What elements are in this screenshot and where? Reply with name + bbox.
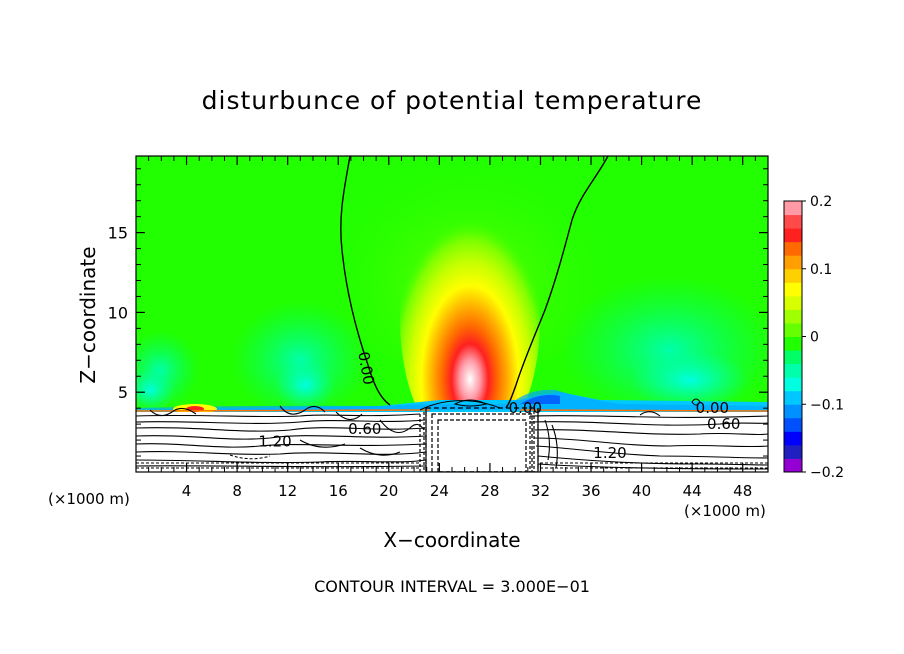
contour-label: 1.20 — [593, 444, 626, 462]
contour-label: 0.00 — [696, 399, 729, 417]
colorbar-segment — [784, 282, 802, 297]
y-axis: 5 10 15 — [108, 168, 768, 457]
colorbar-tick-label: −0.1 — [810, 397, 844, 413]
x-tick-label: 20 — [379, 482, 398, 500]
contour-label: 1.20 — [258, 433, 291, 451]
colorbar: 0.2 0.1 0 −0.1 −0.2 — [783, 194, 844, 481]
x-tick-label: 16 — [329, 482, 348, 500]
colorbar-segment — [784, 201, 802, 216]
colorbar-segment — [784, 350, 802, 365]
colorbar-tick-label: 0.1 — [810, 262, 832, 278]
colorbar-segment — [784, 417, 802, 432]
colorbar-segment — [784, 363, 802, 378]
x-unit-left: (×1000 m) — [48, 490, 130, 508]
boundary-contours — [136, 405, 768, 470]
terrain-obstacle — [419, 406, 539, 472]
x-tick-label: 28 — [480, 482, 499, 500]
x-tick-label: 40 — [632, 482, 651, 500]
contour-label: 0.60 — [348, 420, 381, 438]
colorbar-segment — [784, 444, 802, 459]
x-tick-label: 24 — [430, 482, 449, 500]
contour-label: 0.00 — [354, 350, 378, 386]
x-axis-label: X−coordinate — [383, 528, 521, 552]
colorbar-segment — [784, 309, 802, 324]
x-tick-label: 36 — [581, 482, 600, 500]
colorbar-segment — [784, 390, 802, 405]
contour-label: 0.60 — [707, 415, 740, 433]
colorbar-segment — [784, 377, 802, 392]
colorbar-segment — [784, 255, 802, 270]
x-tick-label: 48 — [733, 482, 752, 500]
contour-label: 0.00 — [509, 399, 542, 417]
colorbar-tick-label: 0.2 — [810, 194, 832, 210]
y-tick-label: 15 — [108, 224, 128, 243]
x-tick-label: 4 — [182, 482, 192, 500]
colorbar-segment — [784, 336, 802, 351]
colorbar-segment — [784, 241, 802, 256]
colorbar-segment — [784, 268, 802, 283]
filled-contours — [136, 156, 768, 472]
x-unit-right: (×1000 m) — [684, 502, 766, 520]
y-tick-label: 5 — [118, 383, 128, 402]
colorbar-segment — [784, 431, 802, 446]
colorbar-segment — [784, 458, 802, 473]
colorbar-tick-label: 0 — [810, 330, 819, 346]
colorbar-segment — [784, 228, 802, 243]
x-tick-label: 32 — [531, 482, 550, 500]
chart-title: disturbunce of potential temperature — [201, 86, 703, 115]
x-axis: 4 8 12 16 20 24 28 32 36 40 44 48 — [148, 156, 756, 500]
colorbar-segment — [784, 322, 802, 337]
x-tick-label: 8 — [232, 482, 242, 500]
contour-interval-note: CONTOUR INTERVAL = 3.000E−01 — [314, 577, 590, 596]
x-tick-label: 12 — [278, 482, 297, 500]
colorbar-tick-label: −0.2 — [810, 465, 844, 481]
colorbar-segment — [784, 295, 802, 310]
colorbar-segment — [784, 214, 802, 229]
x-tick-label: 44 — [683, 482, 702, 500]
contour-labels: 0.000.00 0.000.600.601.201.20 — [258, 350, 740, 462]
y-tick-label: 10 — [108, 303, 128, 322]
colorbar-segment — [784, 404, 802, 419]
